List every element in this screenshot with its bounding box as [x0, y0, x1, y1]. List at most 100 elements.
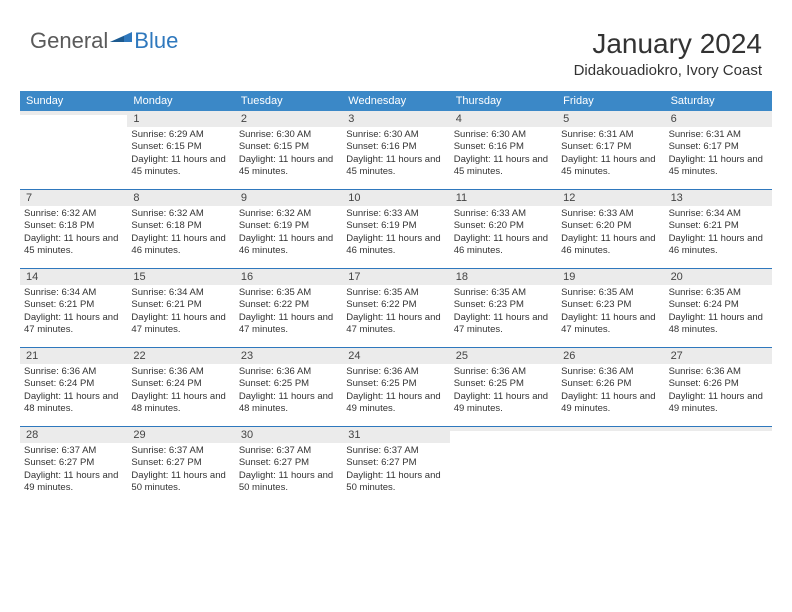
sunrise-text: Sunrise: 6:35 AM	[454, 287, 553, 299]
day-details: Sunrise: 6:30 AMSunset: 6:15 PMDaylight:…	[239, 127, 338, 178]
day-number: 25	[450, 348, 557, 364]
sunset-text: Sunset: 6:15 PM	[239, 141, 338, 153]
day-number	[557, 427, 664, 431]
calendar-day: 16Sunrise: 6:35 AMSunset: 6:22 PMDayligh…	[235, 269, 342, 347]
sunset-text: Sunset: 6:17 PM	[669, 141, 768, 153]
day-number: 29	[127, 427, 234, 443]
calendar-day: 23Sunrise: 6:36 AMSunset: 6:25 PMDayligh…	[235, 348, 342, 426]
sunset-text: Sunset: 6:23 PM	[561, 299, 660, 311]
daylight-text: Daylight: 11 hours and 48 minutes.	[239, 391, 338, 416]
day-number: 11	[450, 190, 557, 206]
daylight-text: Daylight: 11 hours and 50 minutes.	[346, 470, 445, 495]
calendar-day: 1Sunrise: 6:29 AMSunset: 6:15 PMDaylight…	[127, 111, 234, 189]
day-number: 16	[235, 269, 342, 285]
sunrise-text: Sunrise: 6:30 AM	[239, 129, 338, 141]
day-details: Sunrise: 6:37 AMSunset: 6:27 PMDaylight:…	[131, 443, 230, 494]
daylight-text: Daylight: 11 hours and 49 minutes.	[454, 391, 553, 416]
day-details: Sunrise: 6:37 AMSunset: 6:27 PMDaylight:…	[24, 443, 123, 494]
weeks-container: 1Sunrise: 6:29 AMSunset: 6:15 PMDaylight…	[20, 111, 772, 505]
sunset-text: Sunset: 6:20 PM	[454, 220, 553, 232]
day-details: Sunrise: 6:34 AMSunset: 6:21 PMDaylight:…	[669, 206, 768, 257]
calendar-day: 13Sunrise: 6:34 AMSunset: 6:21 PMDayligh…	[665, 190, 772, 268]
sunrise-text: Sunrise: 6:36 AM	[454, 366, 553, 378]
daylight-text: Daylight: 11 hours and 48 minutes.	[24, 391, 123, 416]
day-details: Sunrise: 6:37 AMSunset: 6:27 PMDaylight:…	[239, 443, 338, 494]
sunrise-text: Sunrise: 6:32 AM	[131, 208, 230, 220]
sunrise-text: Sunrise: 6:35 AM	[561, 287, 660, 299]
sunset-text: Sunset: 6:24 PM	[131, 378, 230, 390]
sunset-text: Sunset: 6:25 PM	[239, 378, 338, 390]
day-number: 22	[127, 348, 234, 364]
calendar-day: 25Sunrise: 6:36 AMSunset: 6:25 PMDayligh…	[450, 348, 557, 426]
day-number: 5	[557, 111, 664, 127]
day-details: Sunrise: 6:32 AMSunset: 6:18 PMDaylight:…	[24, 206, 123, 257]
logo: General Blue	[30, 28, 178, 54]
sunrise-text: Sunrise: 6:32 AM	[24, 208, 123, 220]
weekday-label: Tuesday	[235, 91, 342, 111]
daylight-text: Daylight: 11 hours and 45 minutes.	[454, 154, 553, 179]
daylight-text: Daylight: 11 hours and 45 minutes.	[239, 154, 338, 179]
sunset-text: Sunset: 6:19 PM	[346, 220, 445, 232]
sunrise-text: Sunrise: 6:34 AM	[131, 287, 230, 299]
day-number: 26	[557, 348, 664, 364]
day-details: Sunrise: 6:34 AMSunset: 6:21 PMDaylight:…	[24, 285, 123, 336]
day-number: 8	[127, 190, 234, 206]
calendar: Sunday Monday Tuesday Wednesday Thursday…	[20, 91, 772, 505]
page-title: January 2024	[574, 28, 762, 60]
day-number	[665, 427, 772, 431]
sunrise-text: Sunrise: 6:37 AM	[24, 445, 123, 457]
daylight-text: Daylight: 11 hours and 49 minutes.	[24, 470, 123, 495]
day-details: Sunrise: 6:36 AMSunset: 6:25 PMDaylight:…	[454, 364, 553, 415]
weekday-label: Thursday	[450, 91, 557, 111]
location-text: Didakouadiokro, Ivory Coast	[574, 62, 762, 79]
daylight-text: Daylight: 11 hours and 49 minutes.	[669, 391, 768, 416]
sunrise-text: Sunrise: 6:34 AM	[669, 208, 768, 220]
daylight-text: Daylight: 11 hours and 50 minutes.	[131, 470, 230, 495]
sunrise-text: Sunrise: 6:35 AM	[669, 287, 768, 299]
daylight-text: Daylight: 11 hours and 47 minutes.	[131, 312, 230, 337]
day-details: Sunrise: 6:36 AMSunset: 6:24 PMDaylight:…	[24, 364, 123, 415]
sunset-text: Sunset: 6:22 PM	[346, 299, 445, 311]
day-number: 7	[20, 190, 127, 206]
sunrise-text: Sunrise: 6:33 AM	[346, 208, 445, 220]
day-number: 13	[665, 190, 772, 206]
sunset-text: Sunset: 6:25 PM	[454, 378, 553, 390]
logo-flag-icon	[110, 28, 132, 46]
day-details: Sunrise: 6:35 AMSunset: 6:24 PMDaylight:…	[669, 285, 768, 336]
day-number: 12	[557, 190, 664, 206]
calendar-day: 29Sunrise: 6:37 AMSunset: 6:27 PMDayligh…	[127, 427, 234, 505]
calendar-day: 28Sunrise: 6:37 AMSunset: 6:27 PMDayligh…	[20, 427, 127, 505]
daylight-text: Daylight: 11 hours and 46 minutes.	[346, 233, 445, 258]
sunrise-text: Sunrise: 6:35 AM	[346, 287, 445, 299]
sunset-text: Sunset: 6:20 PM	[561, 220, 660, 232]
weekday-label: Saturday	[665, 91, 772, 111]
calendar-day: 20Sunrise: 6:35 AMSunset: 6:24 PMDayligh…	[665, 269, 772, 347]
day-details: Sunrise: 6:36 AMSunset: 6:26 PMDaylight:…	[669, 364, 768, 415]
day-number: 17	[342, 269, 449, 285]
day-number: 23	[235, 348, 342, 364]
day-number: 15	[127, 269, 234, 285]
daylight-text: Daylight: 11 hours and 50 minutes.	[239, 470, 338, 495]
day-details: Sunrise: 6:33 AMSunset: 6:20 PMDaylight:…	[454, 206, 553, 257]
calendar-day: 27Sunrise: 6:36 AMSunset: 6:26 PMDayligh…	[665, 348, 772, 426]
sunset-text: Sunset: 6:26 PM	[561, 378, 660, 390]
calendar-day: 17Sunrise: 6:35 AMSunset: 6:22 PMDayligh…	[342, 269, 449, 347]
day-details: Sunrise: 6:35 AMSunset: 6:23 PMDaylight:…	[561, 285, 660, 336]
day-number: 3	[342, 111, 449, 127]
day-number: 1	[127, 111, 234, 127]
day-number: 10	[342, 190, 449, 206]
day-number	[20, 111, 127, 115]
day-number: 4	[450, 111, 557, 127]
day-details: Sunrise: 6:30 AMSunset: 6:16 PMDaylight:…	[346, 127, 445, 178]
sunset-text: Sunset: 6:25 PM	[346, 378, 445, 390]
day-number: 21	[20, 348, 127, 364]
weekday-label: Wednesday	[342, 91, 449, 111]
calendar-day: 24Sunrise: 6:36 AMSunset: 6:25 PMDayligh…	[342, 348, 449, 426]
day-number: 28	[20, 427, 127, 443]
calendar-day: 14Sunrise: 6:34 AMSunset: 6:21 PMDayligh…	[20, 269, 127, 347]
sunrise-text: Sunrise: 6:30 AM	[346, 129, 445, 141]
sunrise-text: Sunrise: 6:36 AM	[669, 366, 768, 378]
day-details: Sunrise: 6:31 AMSunset: 6:17 PMDaylight:…	[561, 127, 660, 178]
calendar-day: 3Sunrise: 6:30 AMSunset: 6:16 PMDaylight…	[342, 111, 449, 189]
day-details: Sunrise: 6:37 AMSunset: 6:27 PMDaylight:…	[346, 443, 445, 494]
